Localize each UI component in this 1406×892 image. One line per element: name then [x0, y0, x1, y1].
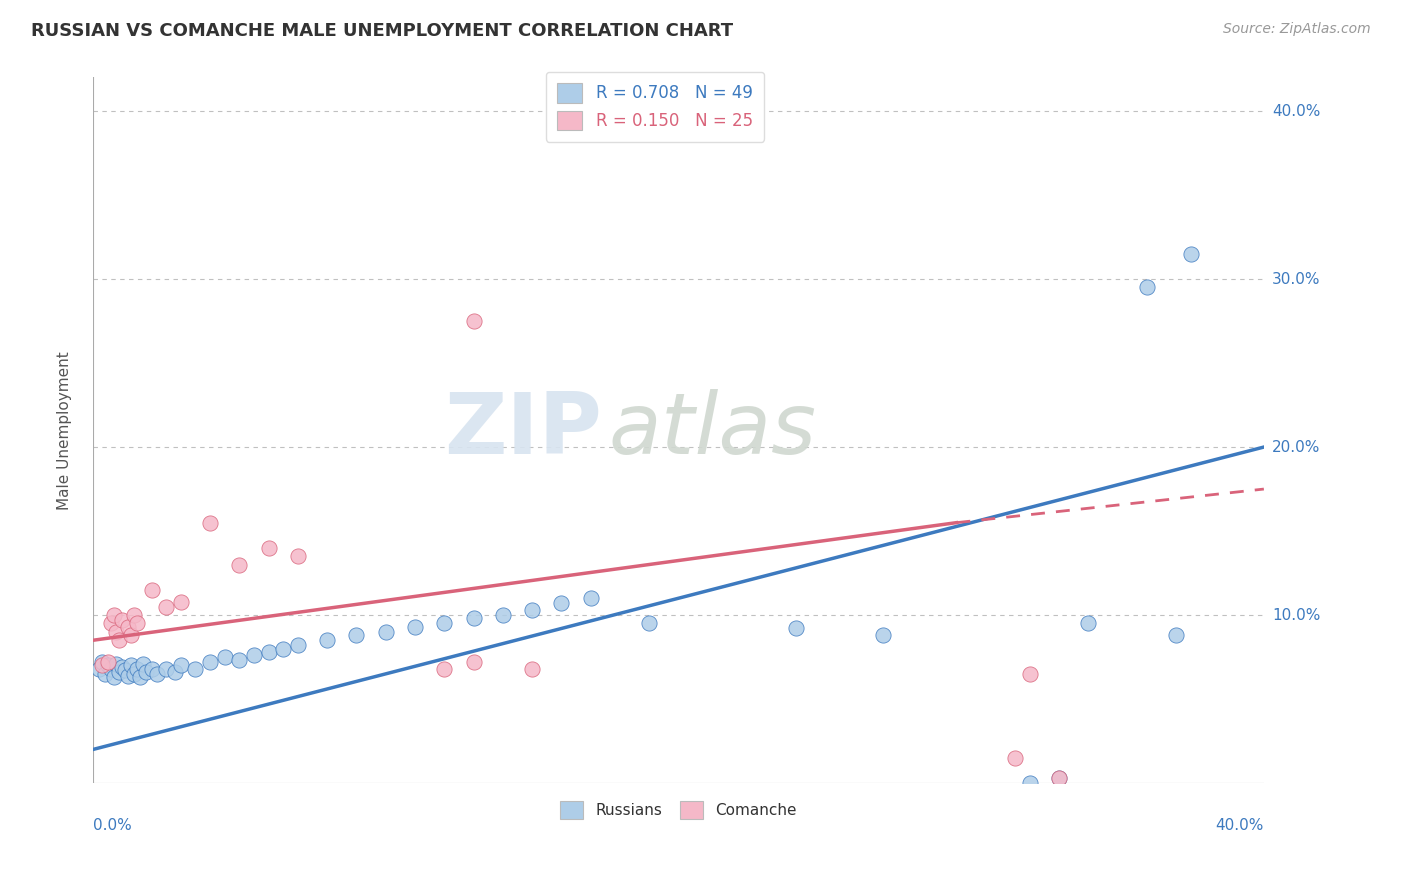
- Point: [1180, 247, 1202, 261]
- Point: [122, 666, 145, 681]
- Point: [93, 666, 115, 681]
- Point: [146, 666, 169, 681]
- Point: [404, 620, 426, 634]
- Point: [97, 658, 120, 673]
- Point: [287, 549, 309, 564]
- Text: RUSSIAN VS COMANCHE MALE UNEMPLOYMENT CORRELATION CHART: RUSSIAN VS COMANCHE MALE UNEMPLOYMENT CO…: [31, 22, 733, 40]
- Point: [433, 662, 456, 676]
- Point: [114, 664, 136, 678]
- Point: [108, 665, 131, 680]
- Text: 40.0%: 40.0%: [1272, 103, 1320, 119]
- Point: [198, 516, 221, 530]
- Text: 20.0%: 20.0%: [1272, 440, 1320, 455]
- Point: [105, 657, 128, 671]
- Point: [520, 603, 543, 617]
- Point: [108, 633, 131, 648]
- Point: [120, 628, 142, 642]
- Point: [257, 541, 280, 555]
- Point: [155, 662, 177, 676]
- Point: [103, 608, 125, 623]
- Point: [135, 665, 157, 680]
- Point: [125, 616, 148, 631]
- Point: [785, 622, 807, 636]
- Point: [638, 616, 661, 631]
- Point: [579, 591, 602, 606]
- Point: [105, 624, 128, 639]
- Point: [117, 668, 139, 682]
- Point: [117, 620, 139, 634]
- Point: [1018, 776, 1040, 790]
- Point: [128, 670, 150, 684]
- Point: [433, 616, 456, 631]
- Point: [374, 624, 396, 639]
- Point: [122, 608, 145, 623]
- Point: [132, 657, 155, 671]
- Point: [1047, 771, 1070, 785]
- Point: [97, 655, 120, 669]
- Point: [87, 662, 110, 676]
- Point: [198, 655, 221, 669]
- Point: [100, 616, 122, 631]
- Point: [257, 645, 280, 659]
- Point: [346, 628, 368, 642]
- Point: [1164, 628, 1187, 642]
- Text: 10.0%: 10.0%: [1272, 607, 1320, 623]
- Point: [463, 611, 485, 625]
- Y-axis label: Male Unemployment: Male Unemployment: [58, 351, 72, 509]
- Point: [163, 665, 186, 680]
- Text: ZIP: ZIP: [444, 389, 602, 472]
- Text: 0.0%: 0.0%: [93, 818, 132, 833]
- Text: 40.0%: 40.0%: [1216, 818, 1264, 833]
- Point: [90, 658, 112, 673]
- Point: [271, 641, 294, 656]
- Point: [103, 670, 125, 684]
- Point: [125, 662, 148, 676]
- Point: [463, 655, 485, 669]
- Point: [90, 655, 112, 669]
- Point: [120, 658, 142, 673]
- Point: [492, 608, 515, 623]
- Point: [141, 662, 163, 676]
- Point: [141, 582, 163, 597]
- Point: [872, 628, 894, 642]
- Point: [316, 633, 339, 648]
- Point: [111, 613, 134, 627]
- Point: [520, 662, 543, 676]
- Point: [100, 662, 122, 676]
- Point: [111, 660, 134, 674]
- Point: [1077, 616, 1099, 631]
- Point: [155, 599, 177, 614]
- Point: [243, 648, 266, 663]
- Point: [550, 596, 572, 610]
- Point: [1018, 666, 1040, 681]
- Point: [170, 594, 193, 608]
- Text: 30.0%: 30.0%: [1272, 271, 1320, 286]
- Point: [1004, 751, 1026, 765]
- Point: [228, 653, 250, 667]
- Point: [463, 314, 485, 328]
- Point: [1136, 280, 1159, 294]
- Text: Source: ZipAtlas.com: Source: ZipAtlas.com: [1223, 22, 1371, 37]
- Point: [170, 658, 193, 673]
- Point: [184, 662, 207, 676]
- Point: [287, 638, 309, 652]
- Text: atlas: atlas: [609, 389, 817, 472]
- Point: [228, 558, 250, 572]
- Point: [1047, 771, 1070, 785]
- Point: [214, 650, 236, 665]
- Legend: Russians, Comanche: Russians, Comanche: [554, 795, 803, 825]
